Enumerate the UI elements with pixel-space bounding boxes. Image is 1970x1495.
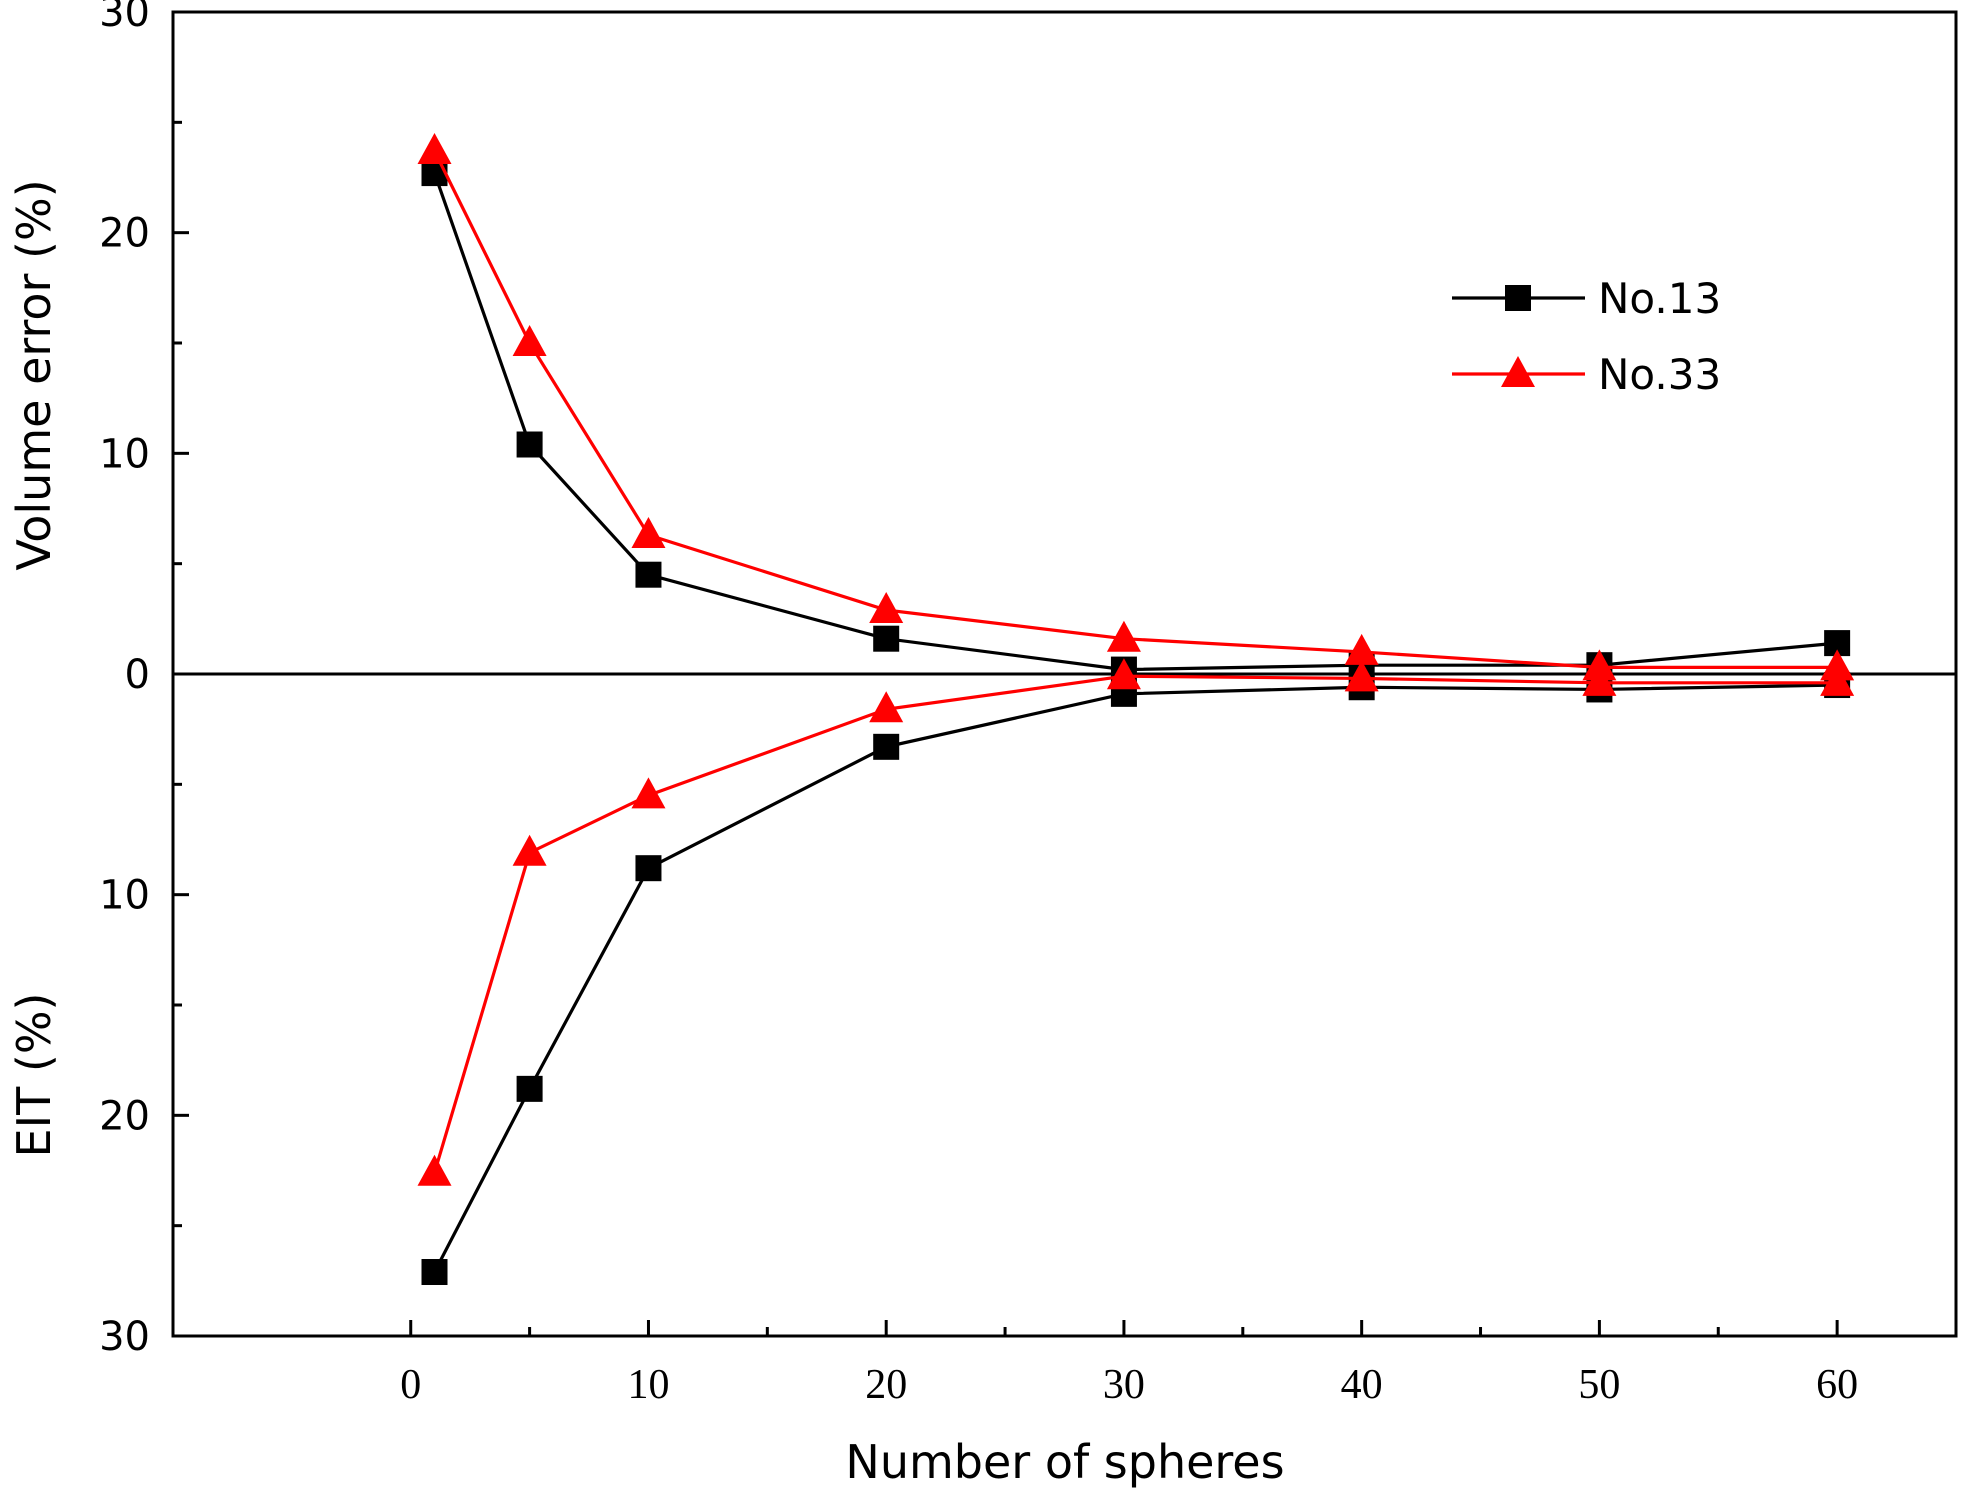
data-point-no33-eit-5: [1344, 660, 1379, 692]
data-point-no13-volume_error-2: [635, 561, 662, 588]
data-point-no33-eit-6: [1582, 664, 1617, 696]
data-point-no33-eit-7: [1820, 664, 1855, 696]
data-point-no33-eit-4: [1106, 658, 1141, 690]
data-point-no13-eit-1: [516, 1075, 543, 1102]
y-tick-label-6: 30: [99, 1314, 150, 1360]
data-point-no33-eit-2: [631, 777, 666, 809]
y-tick-label-2: 10: [99, 431, 150, 477]
data-point-no33-volume_error-4: [1106, 620, 1141, 652]
y-tick-label-5: 20: [99, 1093, 150, 1139]
legend-label-no33: No.33: [1598, 350, 1721, 399]
series-line-no33-eit: [432, 674, 1838, 1174]
data-point-no13-volume_error-1: [516, 431, 543, 458]
data-point-no13-volume_error-0: [421, 160, 448, 187]
data-point-no33-eit-0: [417, 1154, 452, 1186]
legend-label-no13: No.13: [1598, 274, 1721, 323]
data-point-no33-volume_error-2: [631, 516, 666, 548]
x-tick-label-2: 20: [865, 1362, 907, 1408]
data-point-no33-volume_error-5: [1344, 633, 1379, 665]
series-line-no13-volume_error: [432, 172, 1838, 672]
x-tick-label-0: 0: [400, 1362, 421, 1408]
series-layer: [417, 133, 1855, 1286]
x-tick-label-5: 50: [1578, 1362, 1620, 1408]
legend: No.13 No.33: [1452, 274, 1721, 399]
y-tick-label-3: 0: [125, 652, 150, 698]
data-point-no13-eit-0: [421, 1259, 448, 1286]
data-point-no33-volume_error-1: [512, 325, 547, 356]
data-point-no33-volume_error-3: [869, 592, 904, 624]
y-axis-title-lower: EIT (%): [7, 993, 61, 1158]
data-point-no13-volume_error-3: [873, 625, 900, 652]
legend-marker-no13: [1505, 285, 1531, 311]
y-tick-label-0: 30: [99, 0, 150, 36]
x-tick-label-3: 30: [1103, 1362, 1145, 1408]
x-axis-title: Number of spheres: [845, 1435, 1284, 1489]
series-line-no13-eit: [433, 683, 1838, 1273]
data-point-no33-eit-3: [869, 691, 904, 723]
legend-marker-no33: [1501, 356, 1535, 387]
x-tick-label-1: 10: [627, 1362, 669, 1408]
x-tick-label-4: 40: [1341, 1362, 1383, 1408]
y-tick-label-1: 20: [99, 211, 150, 257]
y-tick-label-4: 10: [99, 873, 150, 919]
y-axis-title-upper: Volume error (%): [7, 179, 61, 570]
series-line-no33-volume_error: [433, 150, 1838, 669]
data-point-no33-volume_error-0: [417, 133, 452, 165]
data-point-no13-eit-2: [635, 855, 662, 882]
axes-layer: 30 20 10 0 10 20 30 0 10 20 30 40 50 60: [99, 0, 1956, 1408]
data-point-no13-eit-3: [873, 733, 900, 760]
data-point-no33-eit-1: [512, 834, 547, 866]
x-tick-label-6: 60: [1816, 1362, 1858, 1408]
